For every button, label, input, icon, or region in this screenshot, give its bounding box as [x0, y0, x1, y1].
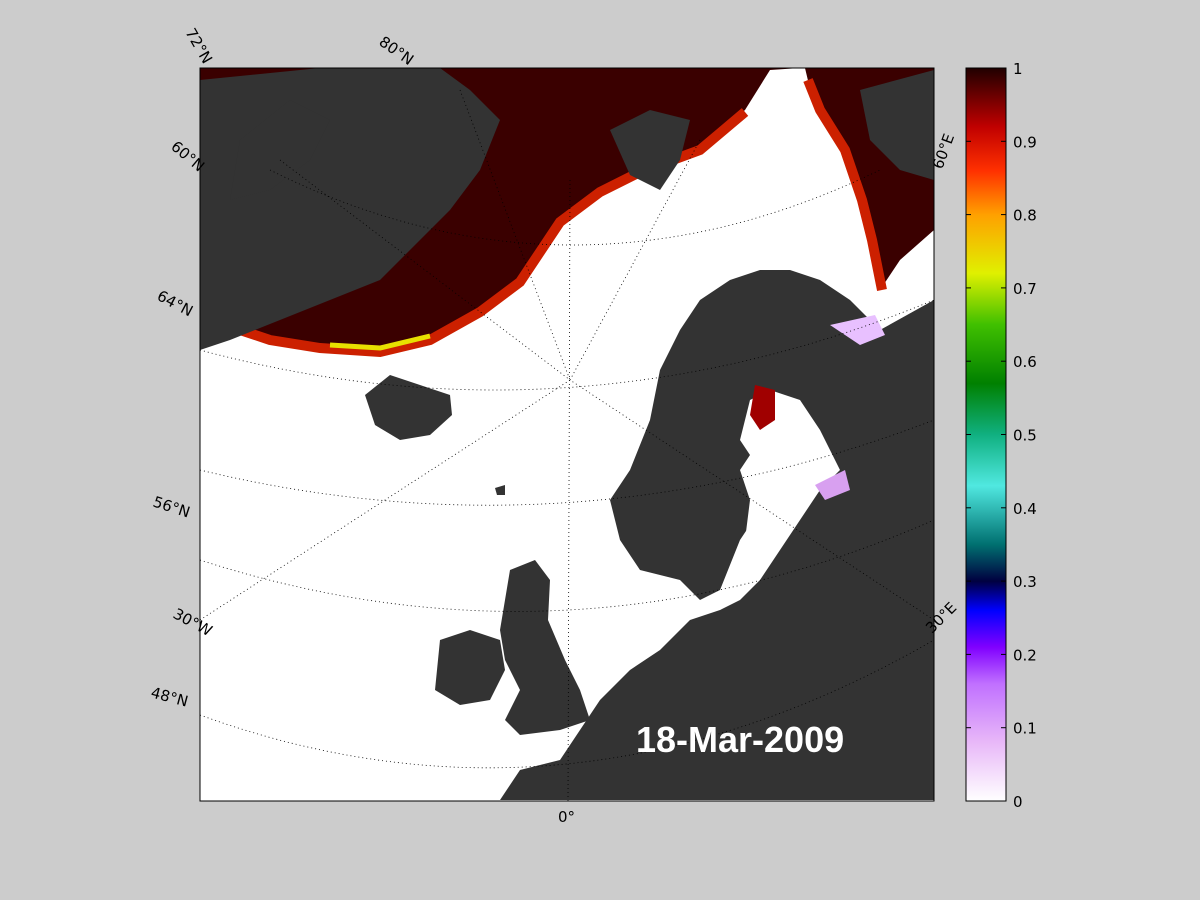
faroe-islands: [495, 485, 505, 495]
colorbar-tick-label: 0.4: [1013, 500, 1037, 518]
gulf-of-finland-ice: [815, 470, 850, 500]
label-lat-72: 72°N: [182, 25, 216, 67]
greenland-east: [230, 100, 330, 200]
iceland: [365, 375, 452, 440]
colorbar: 0 0.1 0.2 0.3 0.4 0.5 0.6 0.7 0.8 0.9 1: [965, 60, 1037, 811]
colorbar-tick-label: 0.5: [1013, 427, 1037, 445]
label-lat-80: 80°N: [376, 33, 417, 69]
label-lat-64: 64°N: [154, 287, 196, 321]
label-lon-0: 0°: [558, 808, 575, 826]
scandinavia-russia: [500, 270, 934, 800]
map-panel: [200, 68, 934, 801]
colorbar-ticks: 0 0.1 0.2 0.3 0.4 0.5 0.6 0.7 0.8 0.9 1: [966, 60, 1037, 811]
white-sea-ice: [830, 315, 885, 345]
ice-edge-yellow: [329, 333, 431, 351]
label-lat-48: 48°N: [149, 683, 190, 710]
colorbar-tick-label: 0.7: [1013, 280, 1037, 298]
colorbar-tick-label: 0.6: [1013, 353, 1037, 371]
ice-edge-east: [803, 78, 887, 291]
novaya-zemlya: [860, 70, 934, 180]
svalbard: [610, 110, 690, 190]
ireland: [435, 630, 505, 705]
colorbar-tick-label: 0.9: [1013, 133, 1037, 151]
colorbar-tick-label: 0: [1013, 793, 1023, 811]
colorbar-tick-label: 1: [1013, 60, 1023, 78]
baltic-sea: [720, 440, 800, 610]
colorbar-tick-label: 0.2: [1013, 646, 1037, 664]
great-britain: [500, 560, 590, 735]
gulf-of-bothnia-ice: [750, 385, 775, 430]
colorbar-tick-label: 0.1: [1013, 720, 1037, 738]
map-frame: [199, 67, 935, 802]
graticule: [200, 89, 934, 801]
date-label: 18-Mar-2009: [636, 719, 844, 760]
colorbar-scale: [965, 67, 1007, 802]
colorbar-tick-label: 0.3: [1013, 573, 1037, 591]
label-lat-56: 56°N: [151, 493, 193, 522]
colorbar-tick-label: 0.8: [1013, 207, 1037, 225]
